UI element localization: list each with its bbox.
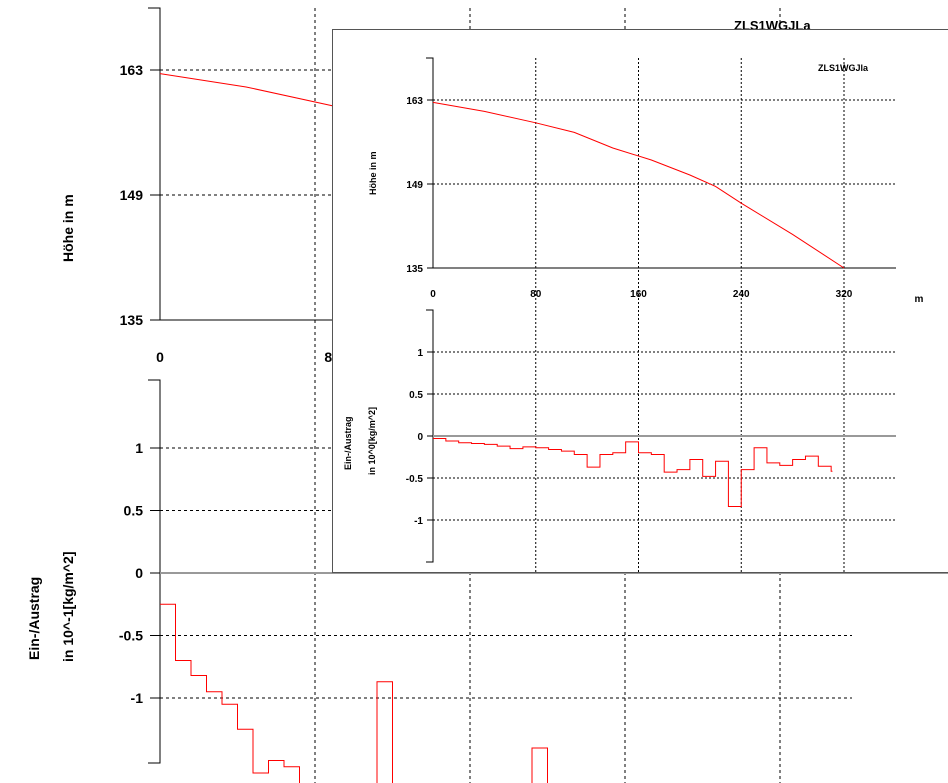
main-flux-tick-label: -1 <box>131 690 144 706</box>
main-flux-series <box>160 603 548 783</box>
inset-flux-tick-label: -1 <box>414 516 423 527</box>
inset-flux-tick-label: 0 <box>417 432 423 443</box>
inset-x-tick-label: 320 <box>836 289 853 300</box>
main-height-tick-label: 149 <box>120 187 144 203</box>
inset-x-tick-label: 80 <box>530 289 542 300</box>
inset-height-tick-label: 163 <box>406 96 423 107</box>
inset-height-tick-label: 149 <box>406 180 423 191</box>
main-flux-tick-label: 0.5 <box>124 503 144 519</box>
inset-x-unit-label: m <box>915 294 924 305</box>
main-flux-tick-label: 0 <box>135 565 143 581</box>
inset-x-tick-label: 0 <box>430 289 436 300</box>
inset-height-tick-label: 135 <box>406 264 423 275</box>
inset-x-tick-label: 160 <box>630 289 647 300</box>
main-x-tick-label: 0 <box>156 349 164 365</box>
main-flux-axis <box>148 379 161 764</box>
inset-chart-window: ZLS1WGJla Höhe in m Ein-/Austrag in 10^0… <box>332 29 948 574</box>
inset-flux-series <box>433 438 833 508</box>
main-height-tick-label: 135 <box>120 312 144 328</box>
inset-height-axis <box>426 57 434 268</box>
inset-flux-tick-label: 1 <box>417 348 423 359</box>
inset-chart: 163 149 135 0 80 160 240 320 m 1 0.5 0 -0.5 -1 <box>406 57 924 574</box>
inset-x-tick-label: 240 <box>733 289 750 300</box>
inset-chart-title: ZLS1WGJla <box>818 63 869 73</box>
inset-height-series <box>432 101 845 269</box>
main-flux-tick-label: 1 <box>135 440 143 456</box>
main-height-axis <box>148 7 161 320</box>
main-height-series <box>159 73 354 117</box>
inset-flux-tick-label: -0.5 <box>406 474 424 485</box>
main-height-tick-label: 163 <box>120 62 144 78</box>
main-flux-tick-label: -0.5 <box>119 628 143 644</box>
inset-flux-tick-label: 0.5 <box>409 390 423 401</box>
